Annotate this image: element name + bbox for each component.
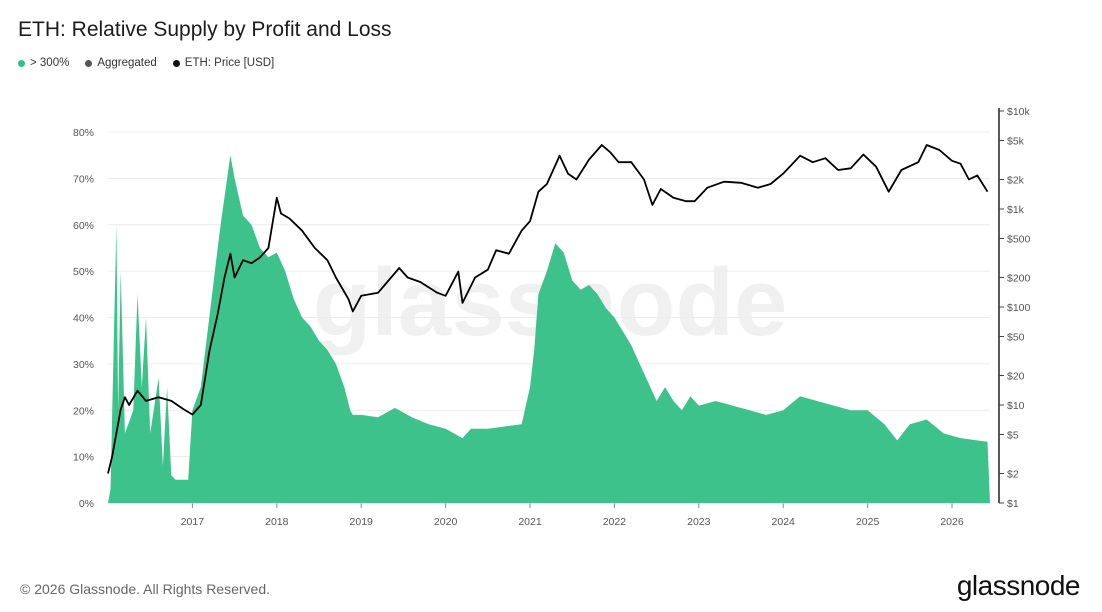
x-tick-label: 2024 [772, 516, 796, 528]
y-left-tick-label: 20% [73, 405, 94, 417]
y-left-tick-label: 80% [73, 127, 94, 139]
legend-item-eth-price[interactable]: ETH: Price [USD] [172, 57, 275, 69]
legend-item-profit-300[interactable]: > 300% [18, 57, 69, 69]
copyright-footer: © 2026 Glassnode. All Rights Reserved. [20, 581, 271, 597]
y-right-tick-label: $200 [1007, 272, 1031, 284]
y-right-tick-label: $2 [1007, 468, 1019, 480]
legend-label: ETH: Price [USD] [184, 57, 275, 69]
y-left-tick-label: 0% [79, 498, 94, 510]
y-right-tick-label: $10 [1007, 400, 1025, 412]
brand-logo: glassnode [956, 570, 1081, 601]
x-tick-label: 2020 [434, 516, 458, 528]
area-series-profit-300 [108, 155, 990, 503]
y-right-tick-label: $20 [1007, 370, 1025, 382]
y-left-tick-label: 50% [73, 266, 94, 278]
legend-dot-icon [172, 59, 180, 67]
legend-label: Aggregated [97, 57, 157, 69]
legend-label: > 300% [30, 57, 70, 69]
y-right-tick-label: $2k [1007, 174, 1025, 186]
x-tick-label: 2025 [856, 516, 880, 528]
line-series-eth-price [107, 144, 989, 474]
y-left-tick-label: 10% [73, 452, 94, 464]
x-tick-label: 2021 [518, 516, 542, 528]
legend-dot-icon [85, 59, 93, 67]
y-right-tick-label: $100 [1007, 302, 1031, 314]
y-right-tick-label: $50 [1007, 332, 1025, 344]
y-left-tick-label: 60% [73, 220, 94, 232]
x-tick-label: 2023 [687, 516, 711, 528]
legend-dot-icon [18, 59, 25, 67]
x-tick-label: 2019 [350, 516, 374, 528]
y-right-tick-label: $5k [1007, 136, 1025, 148]
y-left-tick-label: 30% [73, 359, 94, 371]
x-tick-label: 2017 [181, 516, 205, 528]
y-right-tick-label: $1 [1007, 498, 1019, 510]
y-right-tick-label: $5 [1007, 430, 1019, 442]
y-left-tick-label: 40% [73, 313, 94, 325]
legend: > 300% Aggregated ETH: Price [USD] [18, 57, 274, 69]
chart-title: ETH: Relative Supply by Profit and Loss [18, 18, 392, 41]
x-tick-label: 2018 [265, 516, 289, 528]
y-right-tick-label: $1k [1007, 204, 1025, 216]
legend-item-aggregated[interactable]: Aggregated [85, 57, 157, 69]
y-right-tick-label: $10k [1007, 106, 1031, 118]
x-tick-label: 2026 [940, 516, 964, 528]
y-right-tick-label: $500 [1007, 234, 1031, 246]
x-tick-label: 2022 [603, 516, 627, 528]
y-left-tick-label: 70% [73, 173, 94, 185]
